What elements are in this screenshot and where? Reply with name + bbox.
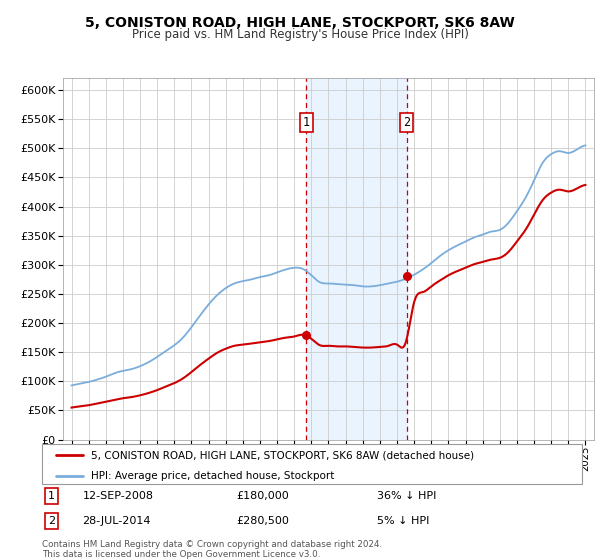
- Text: 1: 1: [48, 491, 55, 501]
- Text: 5, CONISTON ROAD, HIGH LANE, STOCKPORT, SK6 8AW (detached house): 5, CONISTON ROAD, HIGH LANE, STOCKPORT, …: [91, 450, 474, 460]
- Bar: [307, 78, 407, 440]
- Text: 36% ↓ HPI: 36% ↓ HPI: [377, 491, 436, 501]
- Text: Contains HM Land Registry data © Crown copyright and database right 2024.
This d: Contains HM Land Registry data © Crown c…: [42, 540, 382, 559]
- Text: 12-SEP-2008: 12-SEP-2008: [83, 491, 154, 501]
- Text: Price paid vs. HM Land Registry's House Price Index (HPI): Price paid vs. HM Land Registry's House …: [131, 28, 469, 41]
- FancyBboxPatch shape: [42, 444, 582, 484]
- Text: 5% ↓ HPI: 5% ↓ HPI: [377, 516, 429, 526]
- Text: £280,500: £280,500: [236, 516, 289, 526]
- Text: 2: 2: [403, 115, 410, 129]
- Text: 28-JUL-2014: 28-JUL-2014: [83, 516, 151, 526]
- Text: 2: 2: [48, 516, 55, 526]
- Text: 1: 1: [303, 115, 310, 129]
- Text: £180,000: £180,000: [236, 491, 289, 501]
- Text: HPI: Average price, detached house, Stockport: HPI: Average price, detached house, Stoc…: [91, 470, 334, 480]
- Text: 5, CONISTON ROAD, HIGH LANE, STOCKPORT, SK6 8AW: 5, CONISTON ROAD, HIGH LANE, STOCKPORT, …: [85, 16, 515, 30]
